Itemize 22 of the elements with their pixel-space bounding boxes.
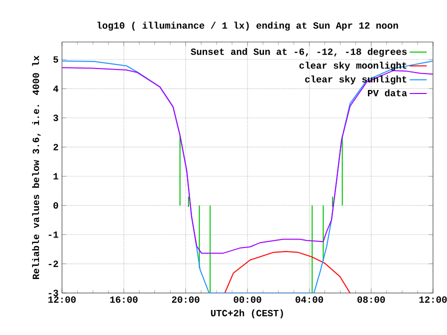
x-tick-label: 12:00 <box>419 296 447 303</box>
x-tick-label: 12:00 <box>48 296 76 303</box>
y-tick-label: 2 <box>54 144 58 150</box>
y-tick-label: 5 <box>53 56 58 63</box>
legend-label: clear sky moonlight <box>299 62 406 71</box>
x-tick-label: 04:00 <box>296 296 324 303</box>
y-tick-label: 1 <box>54 173 58 180</box>
legend-label: PV data <box>368 89 407 96</box>
y-tick-label: 3 <box>53 114 58 122</box>
y-axis-title: Reliable values below 3.6, i.e. 4000 lx <box>32 56 41 279</box>
y-tick-label: -3 <box>48 290 58 296</box>
x-tick-label: 20:00 <box>172 296 200 303</box>
x-tick-label: 08:00 <box>357 296 385 303</box>
y-tick-label: -1 <box>48 232 58 238</box>
y-tick-label: 0 <box>53 202 58 209</box>
x-tick-label: 00:00 <box>234 296 262 303</box>
legend-label: Sunset and Sun at -6, -12, -18 degrees <box>190 48 407 57</box>
y-tick-label: 4 <box>53 86 58 92</box>
x-axis-title: UTC+2h (CEST) <box>211 309 283 318</box>
x-tick-label: 16:00 <box>110 296 138 303</box>
chart-title: log10 ( illuminance / 1 lx) ending at Sun Apr 12 noon <box>97 22 398 31</box>
y-tick-label: -2 <box>48 260 58 267</box>
